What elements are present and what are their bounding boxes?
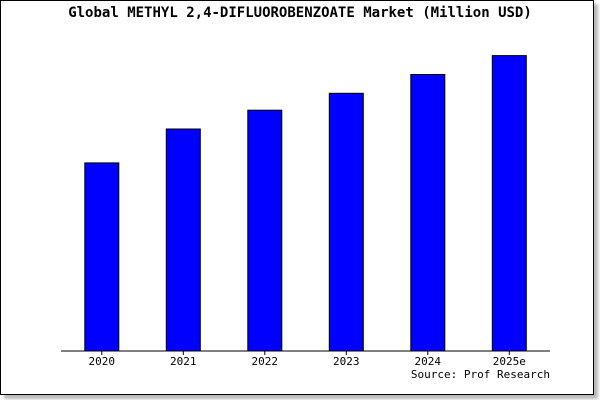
x-tick-label: 2021 [170,355,197,368]
bar-2023 [328,92,364,352]
chart-title: Global METHYL 2,4-DIFLUOROBENZOATE Marke… [68,5,532,21]
x-tick-label: 2025e [493,355,526,368]
bar-2020 [84,162,120,352]
x-tick-label: 2023 [333,355,360,368]
plot-area [61,37,550,351]
bar-2025e [491,55,527,352]
x-tick-label: 2020 [89,355,116,368]
x-tick-label: 2022 [252,355,279,368]
x-tick-label: 2024 [415,355,442,368]
bar-group [84,55,527,352]
bar-2021 [165,128,201,352]
x-axis-ticks: 2020 2021 2022 2023 2024 2025e [89,351,526,368]
bar-2024 [410,74,446,352]
bar-2022 [247,109,283,352]
source-note: Source: Prof Research [410,368,550,381]
